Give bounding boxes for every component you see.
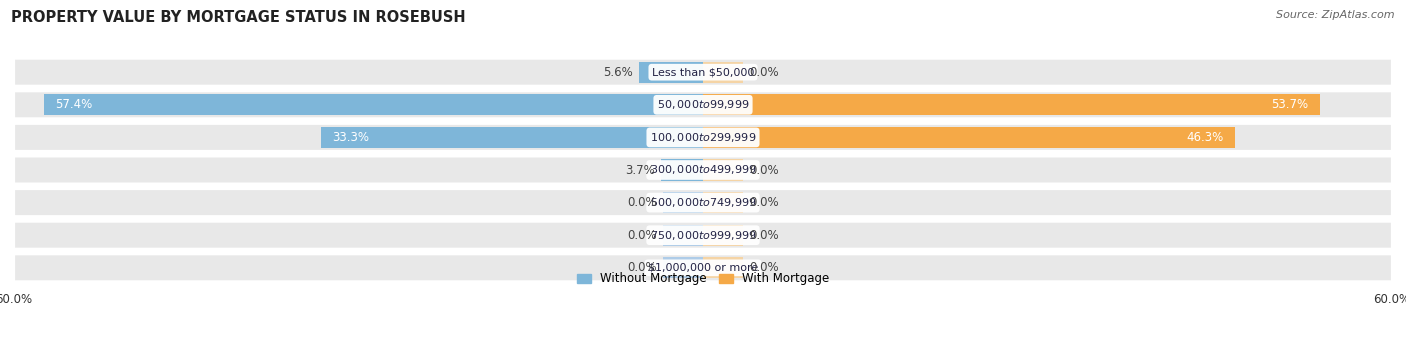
Text: 3.7%: 3.7% bbox=[626, 164, 655, 176]
Text: 0.0%: 0.0% bbox=[627, 261, 657, 274]
Bar bbox=[638, 62, 703, 83]
Text: Less than $50,000: Less than $50,000 bbox=[652, 67, 754, 77]
Text: 0.0%: 0.0% bbox=[749, 261, 779, 274]
Text: 0.0%: 0.0% bbox=[749, 66, 779, 79]
Text: PROPERTY VALUE BY MORTGAGE STATUS IN ROSEBUSH: PROPERTY VALUE BY MORTGAGE STATUS IN ROS… bbox=[11, 10, 465, 25]
FancyBboxPatch shape bbox=[14, 156, 1392, 184]
FancyBboxPatch shape bbox=[14, 189, 1392, 216]
Text: $100,000 to $299,999: $100,000 to $299,999 bbox=[650, 131, 756, 144]
Legend: Without Mortgage, With Mortgage: Without Mortgage, With Mortgage bbox=[576, 272, 830, 286]
Bar bbox=[661, 159, 703, 181]
Bar bbox=[703, 159, 744, 181]
Bar bbox=[321, 127, 703, 148]
FancyBboxPatch shape bbox=[14, 124, 1392, 151]
Text: $750,000 to $999,999: $750,000 to $999,999 bbox=[650, 229, 756, 242]
Text: 0.0%: 0.0% bbox=[627, 196, 657, 209]
Text: $300,000 to $499,999: $300,000 to $499,999 bbox=[650, 164, 756, 176]
FancyBboxPatch shape bbox=[14, 59, 1392, 86]
Text: 0.0%: 0.0% bbox=[627, 229, 657, 242]
Text: $50,000 to $99,999: $50,000 to $99,999 bbox=[657, 98, 749, 111]
Bar bbox=[703, 94, 1320, 115]
Bar bbox=[662, 192, 703, 213]
Text: $500,000 to $749,999: $500,000 to $749,999 bbox=[650, 196, 756, 209]
Text: 33.3%: 33.3% bbox=[332, 131, 370, 144]
Text: 46.3%: 46.3% bbox=[1185, 131, 1223, 144]
Text: 5.6%: 5.6% bbox=[603, 66, 633, 79]
Bar bbox=[703, 192, 744, 213]
Bar bbox=[662, 225, 703, 246]
FancyBboxPatch shape bbox=[14, 254, 1392, 281]
Bar bbox=[703, 257, 744, 278]
Text: 57.4%: 57.4% bbox=[55, 98, 93, 111]
Bar bbox=[662, 257, 703, 278]
Text: 0.0%: 0.0% bbox=[749, 164, 779, 176]
Bar bbox=[703, 62, 744, 83]
FancyBboxPatch shape bbox=[14, 91, 1392, 118]
Text: 0.0%: 0.0% bbox=[749, 196, 779, 209]
Bar bbox=[44, 94, 703, 115]
Text: 53.7%: 53.7% bbox=[1271, 98, 1308, 111]
FancyBboxPatch shape bbox=[14, 222, 1392, 249]
Bar bbox=[703, 127, 1234, 148]
Text: 0.0%: 0.0% bbox=[749, 229, 779, 242]
Bar bbox=[703, 225, 744, 246]
Text: Source: ZipAtlas.com: Source: ZipAtlas.com bbox=[1277, 10, 1395, 20]
Text: $1,000,000 or more: $1,000,000 or more bbox=[648, 263, 758, 273]
